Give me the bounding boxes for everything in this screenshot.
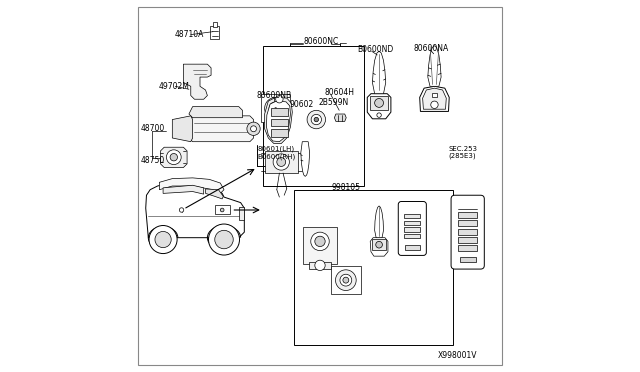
Bar [263,46,364,186]
Bar [331,266,360,294]
Circle shape [277,158,285,166]
Polygon shape [161,147,187,167]
Polygon shape [374,206,383,238]
Circle shape [247,122,260,135]
Text: 48750: 48750 [141,155,165,165]
Text: 80601(LH): 80601(LH) [257,146,294,152]
Circle shape [220,208,224,212]
Circle shape [431,101,438,109]
Bar [458,245,477,251]
Text: SEC.253: SEC.253 [449,146,477,152]
Bar [458,220,477,226]
Bar [309,262,331,269]
Bar [404,234,420,238]
Circle shape [335,270,356,291]
Circle shape [376,241,382,248]
Bar [370,96,388,110]
Circle shape [343,277,349,283]
Bar [431,93,437,97]
Polygon shape [420,86,449,112]
FancyBboxPatch shape [451,195,484,269]
Text: 998105: 998105 [331,183,360,192]
Polygon shape [422,88,446,109]
Bar [404,227,420,232]
FancyBboxPatch shape [398,202,426,256]
Bar [271,109,288,116]
Bar [274,103,277,109]
Text: 80600NB: 80600NB [257,91,292,100]
Text: 80600NA: 80600NA [413,44,448,53]
Bar [404,214,420,218]
Circle shape [340,274,352,286]
Text: 48700: 48700 [141,124,165,133]
Circle shape [374,99,383,108]
Polygon shape [266,101,291,142]
Polygon shape [189,116,253,142]
Circle shape [155,231,172,248]
Bar [303,227,337,263]
Bar [404,221,420,225]
Text: 80600NC: 80600NC [303,37,339,46]
Circle shape [251,126,257,132]
Circle shape [264,97,287,119]
Circle shape [209,224,239,255]
Bar [458,237,477,243]
Polygon shape [301,142,310,176]
Bar [294,190,453,345]
Bar [405,245,420,250]
Bar [213,22,216,27]
Circle shape [273,154,289,170]
Circle shape [179,208,184,212]
Circle shape [166,150,181,164]
Polygon shape [372,51,386,94]
Bar [271,119,288,126]
Bar [458,212,477,218]
Circle shape [276,96,283,103]
Text: 48710A: 48710A [174,30,204,39]
Bar [261,94,291,122]
Polygon shape [159,178,224,193]
Bar [460,257,476,262]
Polygon shape [172,116,193,142]
Polygon shape [370,238,388,256]
Circle shape [315,236,325,247]
Polygon shape [146,182,244,238]
Polygon shape [264,97,292,144]
Circle shape [269,102,282,115]
Polygon shape [367,94,391,119]
Circle shape [315,260,325,270]
Bar [215,205,230,214]
Bar [239,208,244,220]
Polygon shape [428,46,441,86]
Circle shape [307,110,326,129]
Polygon shape [184,64,211,99]
Text: 80604H: 80604H [324,89,355,97]
Text: B0600ND: B0600ND [357,45,393,54]
Text: 49702M: 49702M [158,82,189,91]
Circle shape [215,230,233,249]
Circle shape [149,225,177,254]
Text: 90602: 90602 [290,100,314,109]
Text: B0600(RH): B0600(RH) [257,153,296,160]
Polygon shape [189,107,243,118]
Bar [271,129,288,137]
Circle shape [311,232,329,251]
Circle shape [311,114,321,125]
Text: 1: 1 [274,108,278,112]
Circle shape [314,117,319,122]
Text: (285E3): (285E3) [449,153,476,159]
Polygon shape [163,185,204,194]
Polygon shape [205,189,223,199]
Polygon shape [334,114,346,121]
Bar [211,26,220,39]
Text: 2B599N: 2B599N [318,98,348,107]
Circle shape [170,154,177,161]
Text: X998001V: X998001V [438,351,477,360]
Bar [264,151,298,173]
Bar [372,239,386,250]
Bar [458,229,477,235]
Circle shape [377,113,381,117]
